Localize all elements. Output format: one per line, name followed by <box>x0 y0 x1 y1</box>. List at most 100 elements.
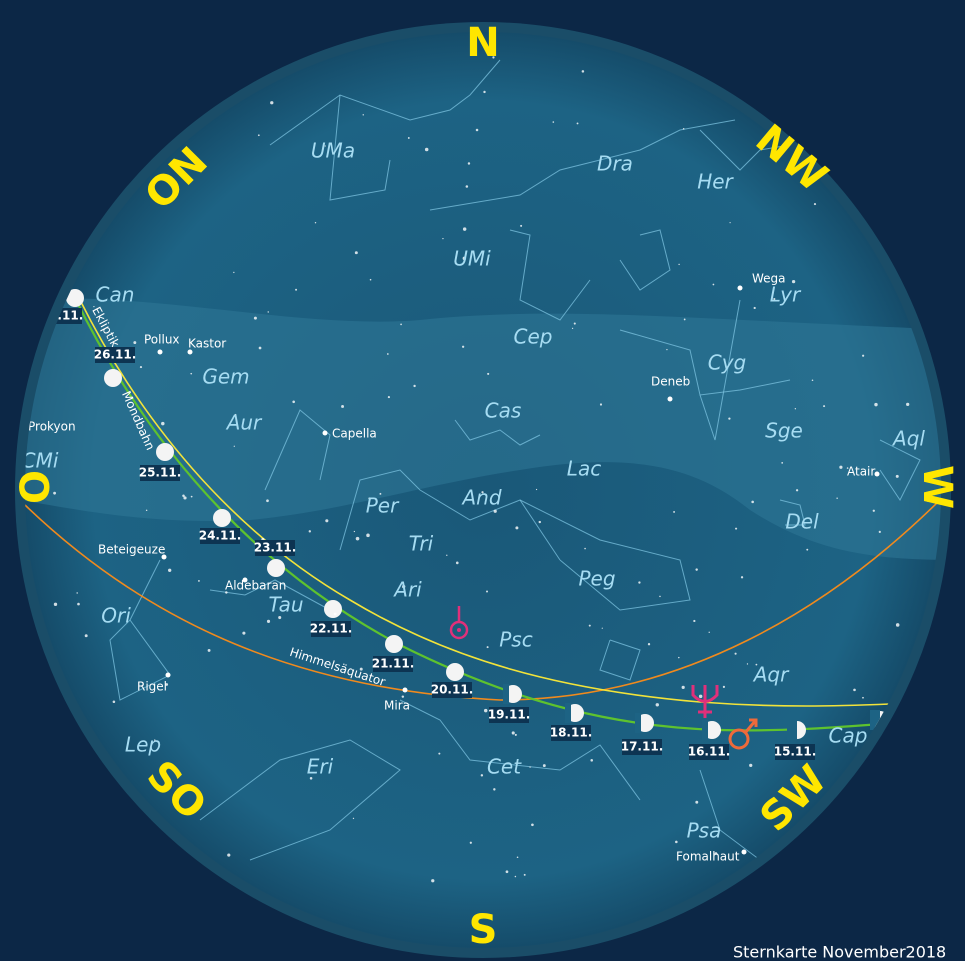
date-box <box>140 465 180 481</box>
star <box>278 616 282 620</box>
ecliptic-line <box>79 299 891 707</box>
constellation-label: UMa <box>311 139 355 163</box>
star <box>811 379 814 382</box>
star <box>76 592 78 594</box>
star <box>673 510 676 513</box>
star <box>401 695 405 698</box>
star <box>749 763 753 768</box>
star <box>516 856 519 859</box>
star <box>874 402 878 407</box>
constellation-label: Cap <box>829 724 868 748</box>
star <box>93 305 95 308</box>
star <box>823 405 826 408</box>
star <box>270 101 274 105</box>
star <box>413 384 416 388</box>
star <box>722 685 726 688</box>
date-box <box>489 707 529 723</box>
star <box>862 696 864 699</box>
date-box <box>432 682 472 698</box>
star-label: Wega <box>752 272 786 286</box>
star <box>53 602 58 607</box>
constellation-label: Aqr <box>752 663 790 687</box>
star <box>926 499 930 502</box>
star <box>168 568 172 572</box>
star <box>190 495 193 498</box>
star <box>552 121 555 123</box>
constellation-label: Ori <box>101 604 131 628</box>
moon-date: 23.11. <box>254 541 297 555</box>
star <box>647 643 651 646</box>
star <box>308 530 311 533</box>
star-label: Deneb <box>651 375 690 389</box>
star <box>266 499 269 503</box>
star <box>402 687 408 693</box>
star <box>728 417 731 420</box>
star <box>681 685 685 689</box>
star <box>469 841 472 844</box>
star-label: Rigel <box>137 680 167 694</box>
constellation-label: Per <box>366 494 400 518</box>
moon <box>104 369 122 387</box>
moon-date: 22.11. <box>310 622 353 636</box>
mars <box>743 718 758 734</box>
star <box>734 652 737 655</box>
star <box>182 494 185 498</box>
constellation-label: Lac <box>567 457 601 481</box>
star <box>683 318 686 321</box>
star <box>322 430 328 436</box>
star <box>675 840 678 844</box>
star <box>353 530 356 533</box>
constellation-label: Del <box>785 510 819 534</box>
moon-shadow <box>503 684 509 704</box>
star <box>678 263 680 266</box>
moon <box>385 635 403 653</box>
constellation-label: Aql <box>891 427 925 451</box>
constellation-label: Lep <box>125 733 161 757</box>
constellation-label: Ari <box>392 578 422 602</box>
star <box>753 306 756 310</box>
star <box>740 576 744 579</box>
moon-date: 18.11. <box>550 726 593 740</box>
star <box>573 322 576 325</box>
constellation-label: Tri <box>409 532 434 556</box>
star <box>874 471 880 477</box>
star <box>590 759 593 762</box>
star <box>735 527 738 530</box>
constellation-label: Cet <box>487 755 522 779</box>
star <box>576 122 579 125</box>
star <box>584 547 586 550</box>
date-box <box>775 744 815 760</box>
milky-way <box>25 298 941 560</box>
star <box>483 708 488 713</box>
star-label: Mira <box>384 699 410 713</box>
star <box>485 590 489 593</box>
star <box>355 536 360 541</box>
uranus <box>457 628 461 632</box>
moon <box>267 559 285 577</box>
star <box>493 788 496 791</box>
constellation-label: CMi <box>22 449 59 473</box>
star-label: Atair <box>847 465 875 479</box>
star <box>369 278 372 281</box>
star <box>368 497 371 500</box>
star-label: Capella <box>332 427 377 441</box>
constellation-label: Cas <box>485 399 522 423</box>
star <box>467 162 471 165</box>
star <box>682 128 685 130</box>
star <box>362 114 364 116</box>
star <box>514 733 517 736</box>
moon <box>446 663 464 681</box>
star <box>895 474 899 478</box>
moon <box>156 443 174 461</box>
star <box>333 612 337 616</box>
star <box>139 365 143 369</box>
star <box>165 672 171 678</box>
line <box>429 119 736 211</box>
line <box>109 559 171 701</box>
constellation-label: Lyr <box>770 283 802 307</box>
star <box>145 509 148 512</box>
date-box <box>255 540 295 556</box>
constellation-label: Cep <box>514 325 553 349</box>
moon-shadow <box>565 703 571 723</box>
